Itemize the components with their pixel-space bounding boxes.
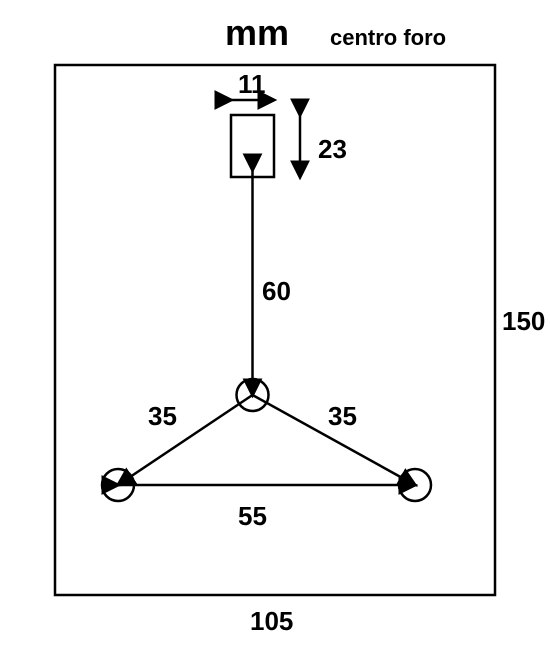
- subtitle-label: centro foro: [330, 25, 446, 50]
- arrow-left-diag: [118, 395, 253, 485]
- dim-right: 35: [328, 401, 357, 431]
- diagram-canvas: mm centro foro 11 23 60 35 35 55 150 105: [0, 0, 550, 655]
- dim-left: 35: [148, 401, 177, 431]
- unit-label: mm: [225, 12, 289, 53]
- dim-vertical: 60: [262, 276, 291, 306]
- dim-slot-width: 11: [238, 69, 266, 99]
- dim-base: 55: [238, 501, 267, 531]
- slot-rect: [231, 115, 274, 177]
- dim-outer-width: 105: [250, 606, 293, 636]
- dim-outer-height: 150: [502, 306, 545, 336]
- dim-slot-height: 23: [318, 134, 347, 164]
